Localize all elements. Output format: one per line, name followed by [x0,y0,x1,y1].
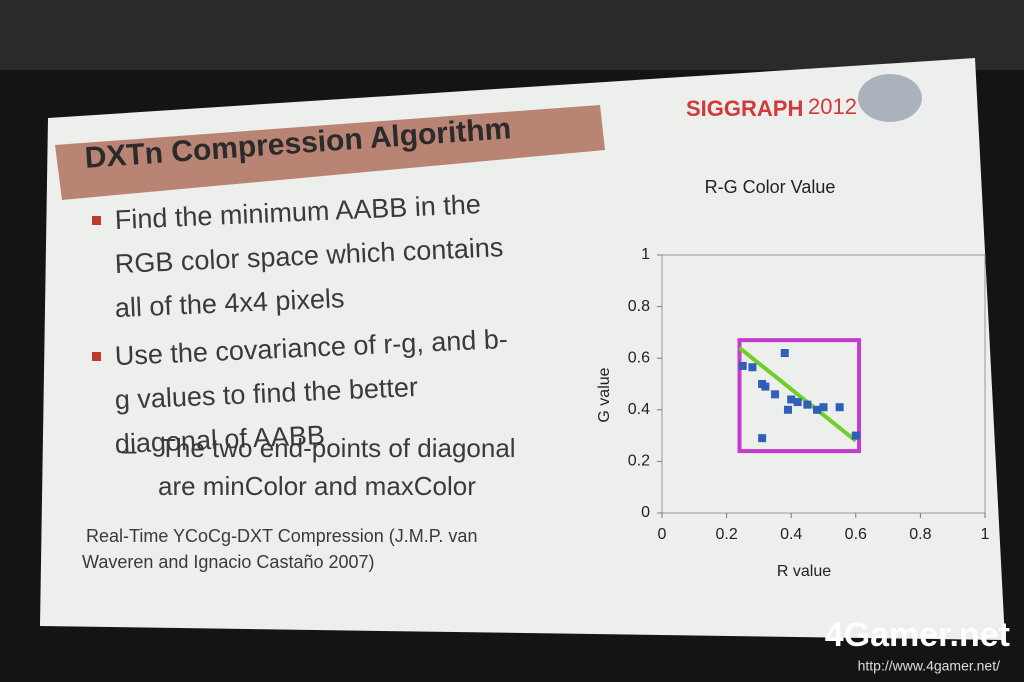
x-tick-label: 0 [658,526,667,543]
citation: Waveren and Ignacio Castaño 2007) [82,552,375,572]
logo: SIGGRAPH [686,96,803,121]
y-tick-label: 0.4 [628,401,650,418]
y-axis-label: G value [596,367,613,422]
point [738,361,747,370]
sub-bullet-text: are minColor and maxColor [158,471,476,501]
x-tick-label: 0.2 [715,526,737,543]
point [783,405,792,414]
point [819,403,828,412]
slide [40,58,1005,640]
y-tick-label: 1 [641,246,650,263]
watermark-url: http://www.4gamer.net/ [858,658,1001,674]
plot-frame [661,254,986,514]
logo-swoosh [858,74,922,122]
x-tick-label: 0.4 [780,526,802,543]
y-tick-label: 0.6 [628,349,650,366]
aabb-box [737,338,862,454]
point [835,403,844,412]
point [780,349,789,358]
watermark-brand: 4Gamer.net [825,616,1010,654]
ceiling [0,0,1024,70]
bullet-marker [92,352,101,361]
sub-dash: – [122,435,137,465]
bullet-marker [92,216,101,225]
y-tick-label: 0.2 [628,453,650,470]
chart-title: R-G Color Value [705,177,836,197]
point [748,363,757,372]
point [851,431,860,440]
citation: Real-Time YCoCg-DXT Compression (J.M.P. … [86,526,477,546]
x-tick-label: 1 [981,526,990,543]
point [793,398,802,407]
x-tick-label: 0.6 [845,526,867,543]
point [771,390,780,399]
point [803,400,812,409]
diagonal [738,346,858,443]
sub-bullet-text: The two end-points of diagonal [160,433,516,463]
point [787,395,796,404]
y-tick-label: 0 [641,504,650,521]
y-tick-label: 0.8 [628,298,650,315]
point [813,405,822,414]
title-band [55,105,605,200]
x-tick-label: 0.8 [909,526,931,543]
point [758,434,767,443]
x-axis-label: R value [777,563,831,580]
point [761,382,770,391]
logo-year: 2012 [808,94,857,119]
